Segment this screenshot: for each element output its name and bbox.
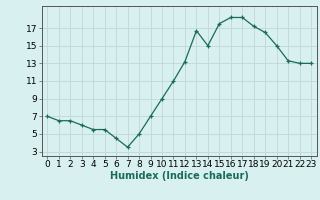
X-axis label: Humidex (Indice chaleur): Humidex (Indice chaleur) (110, 171, 249, 181)
